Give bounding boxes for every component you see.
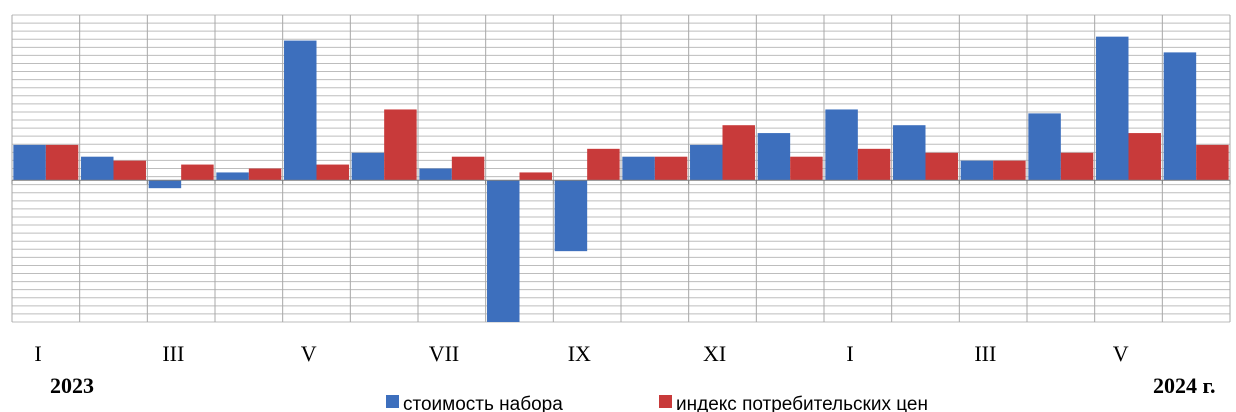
- bar-cpi-4: [316, 164, 349, 181]
- series-1: [45, 109, 1229, 181]
- bar-cpi-12: [857, 148, 891, 181]
- bar-cpi-10: [722, 125, 755, 181]
- x-axis: [11, 179, 1231, 185]
- series-0: [13, 36, 1197, 322]
- bar-cost-16: [1096, 36, 1129, 181]
- bar-cost-13: [893, 125, 926, 181]
- legend-swatch-cpi: [659, 395, 672, 408]
- bar-cpi-11: [790, 156, 823, 181]
- bar-cost-15: [1028, 113, 1061, 181]
- bar-cpi-15: [1060, 152, 1094, 181]
- bar-cost-12: [825, 109, 858, 181]
- bar-cost-7: [487, 180, 520, 322]
- x-tick-label: III: [162, 341, 184, 366]
- bar-cost-1: [81, 156, 114, 181]
- legend-label-cpi: индекс потребительских цен: [676, 394, 928, 412]
- x-tick-label: IX: [568, 341, 591, 366]
- bar-cost-14: [960, 160, 994, 181]
- bar-cpi-14: [993, 160, 1026, 181]
- x-tick-label: V: [1113, 341, 1129, 366]
- bar-cost-11: [757, 133, 791, 181]
- bar-cpi-6: [451, 156, 485, 181]
- bar-cpi-17: [1196, 144, 1229, 181]
- x-tick-labels: I III V VII IX XI I III V: [34, 341, 1128, 366]
- bars: [13, 36, 1229, 322]
- legend-label-cost: стоимость набора: [403, 394, 563, 412]
- bar-cpi-7: [519, 172, 552, 181]
- bar-cost-6: [419, 168, 452, 181]
- bar-cost-8: [554, 180, 588, 252]
- bar-cpi-1: [113, 160, 146, 181]
- bar-cost-10: [690, 144, 723, 181]
- bar-cpi-16: [1128, 133, 1161, 181]
- bar-cost-0: [13, 144, 46, 181]
- bar-cost-5: [351, 152, 385, 181]
- bar-cpi-13: [925, 152, 958, 181]
- bar-cpi-2: [181, 164, 214, 181]
- x-tick-label: XI: [703, 341, 726, 366]
- x-tick-label: VII: [429, 341, 460, 366]
- x-tick-label: III: [974, 341, 996, 366]
- bar-cpi-5: [384, 109, 417, 181]
- bar-cost-17: [1163, 52, 1197, 181]
- bar-cost-3: [216, 172, 249, 181]
- legend: стоимость набора индекс потребительских …: [386, 394, 928, 412]
- bar-cost-9: [622, 156, 655, 181]
- legend-swatch-cost: [386, 395, 399, 408]
- bar-cpi-0: [45, 144, 79, 181]
- x-tick-label: V: [301, 341, 317, 366]
- year-label-end: 2024 г.: [1153, 373, 1216, 398]
- bar-cost-4: [284, 40, 317, 181]
- year-label-start: 2023: [50, 373, 94, 398]
- x-tick-label: I: [34, 341, 41, 366]
- x-tick-label: I: [846, 341, 853, 366]
- bar-cost-2: [148, 180, 182, 189]
- grid: [11, 14, 1231, 323]
- bar-cpi-8: [587, 148, 620, 181]
- bar-cpi-3: [248, 168, 282, 181]
- bar-cpi-9: [654, 156, 688, 181]
